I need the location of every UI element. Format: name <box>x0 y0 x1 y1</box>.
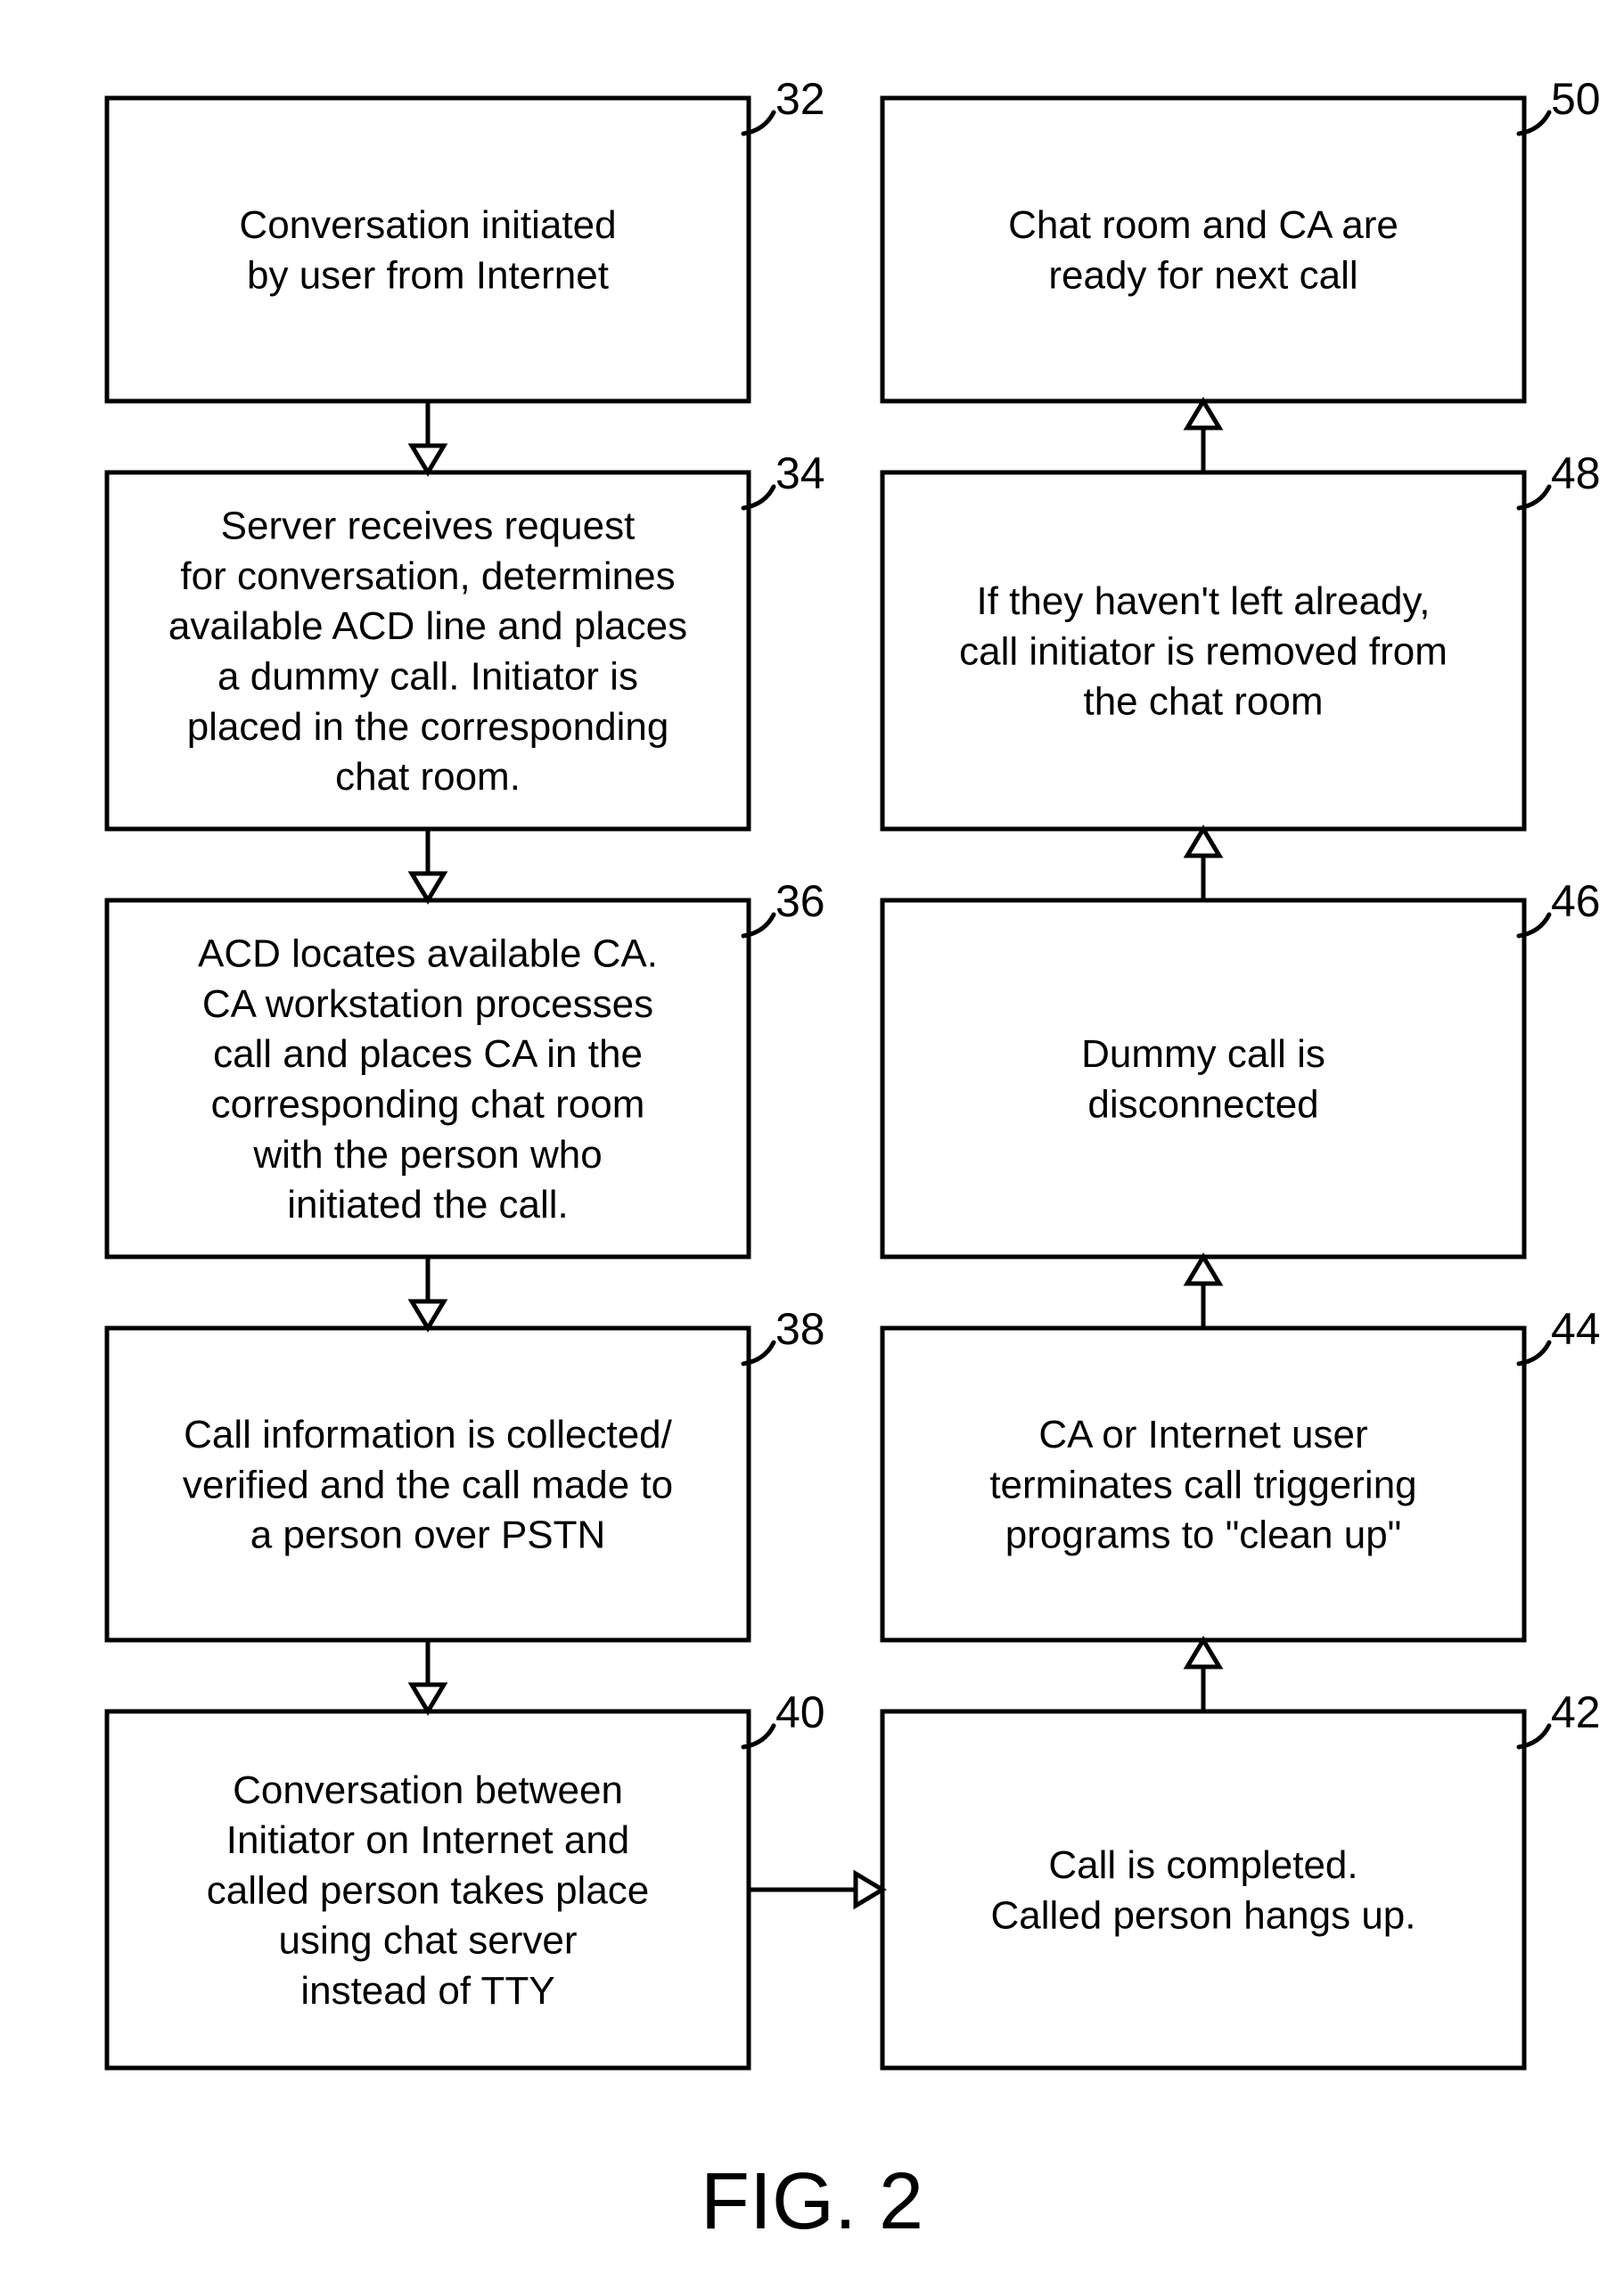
node-ref-34: 34 <box>775 448 825 498</box>
arrowhead <box>1187 1257 1219 1284</box>
arrowhead <box>1187 401 1219 428</box>
arrowhead <box>1187 829 1219 856</box>
node-text-44: CA or Internet userterminates call trigg… <box>989 1413 1416 1557</box>
flowchart: 32Conversation initiatedby user from Int… <box>0 0 1624 2289</box>
arrowhead <box>856 1874 882 1906</box>
node-ref-48: 48 <box>1551 448 1601 498</box>
flow-node-32 <box>107 98 749 401</box>
node-ref-40: 40 <box>775 1687 825 1737</box>
arrowhead <box>412 446 444 472</box>
flow-node-50 <box>882 98 1524 401</box>
arrowhead <box>412 874 444 900</box>
node-ref-50: 50 <box>1551 74 1601 124</box>
node-ref-38: 38 <box>775 1304 825 1354</box>
node-ref-32: 32 <box>775 74 825 124</box>
node-ref-42: 42 <box>1551 1687 1601 1737</box>
node-ref-46: 46 <box>1551 876 1601 926</box>
node-ref-36: 36 <box>775 876 825 926</box>
arrowhead <box>412 1685 444 1711</box>
node-ref-44: 44 <box>1551 1304 1601 1354</box>
flow-node-46 <box>882 900 1524 1257</box>
node-text-38: Call information is collected/verified a… <box>183 1413 673 1557</box>
arrowhead <box>412 1301 444 1328</box>
figure-label: FIG. 2 <box>701 2157 923 2246</box>
arrowhead <box>1187 1640 1219 1667</box>
flow-node-42 <box>882 1711 1524 2068</box>
